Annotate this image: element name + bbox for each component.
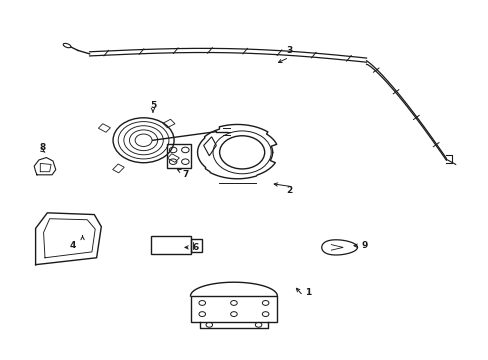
Bar	[112, 164, 124, 173]
Bar	[190, 239, 202, 252]
Text: 6: 6	[192, 243, 198, 252]
Text: 7: 7	[182, 170, 189, 179]
Text: 9: 9	[360, 241, 366, 250]
Text: 4: 4	[70, 241, 76, 250]
Bar	[190, 296, 277, 322]
Bar	[150, 236, 190, 254]
Text: 5: 5	[149, 101, 156, 110]
Text: 8: 8	[40, 143, 46, 152]
Bar	[98, 124, 110, 132]
Bar	[167, 154, 179, 162]
Text: 1: 1	[304, 288, 310, 297]
Text: 3: 3	[285, 46, 292, 55]
Text: 2: 2	[285, 186, 292, 195]
Bar	[163, 119, 175, 128]
Bar	[167, 144, 191, 168]
